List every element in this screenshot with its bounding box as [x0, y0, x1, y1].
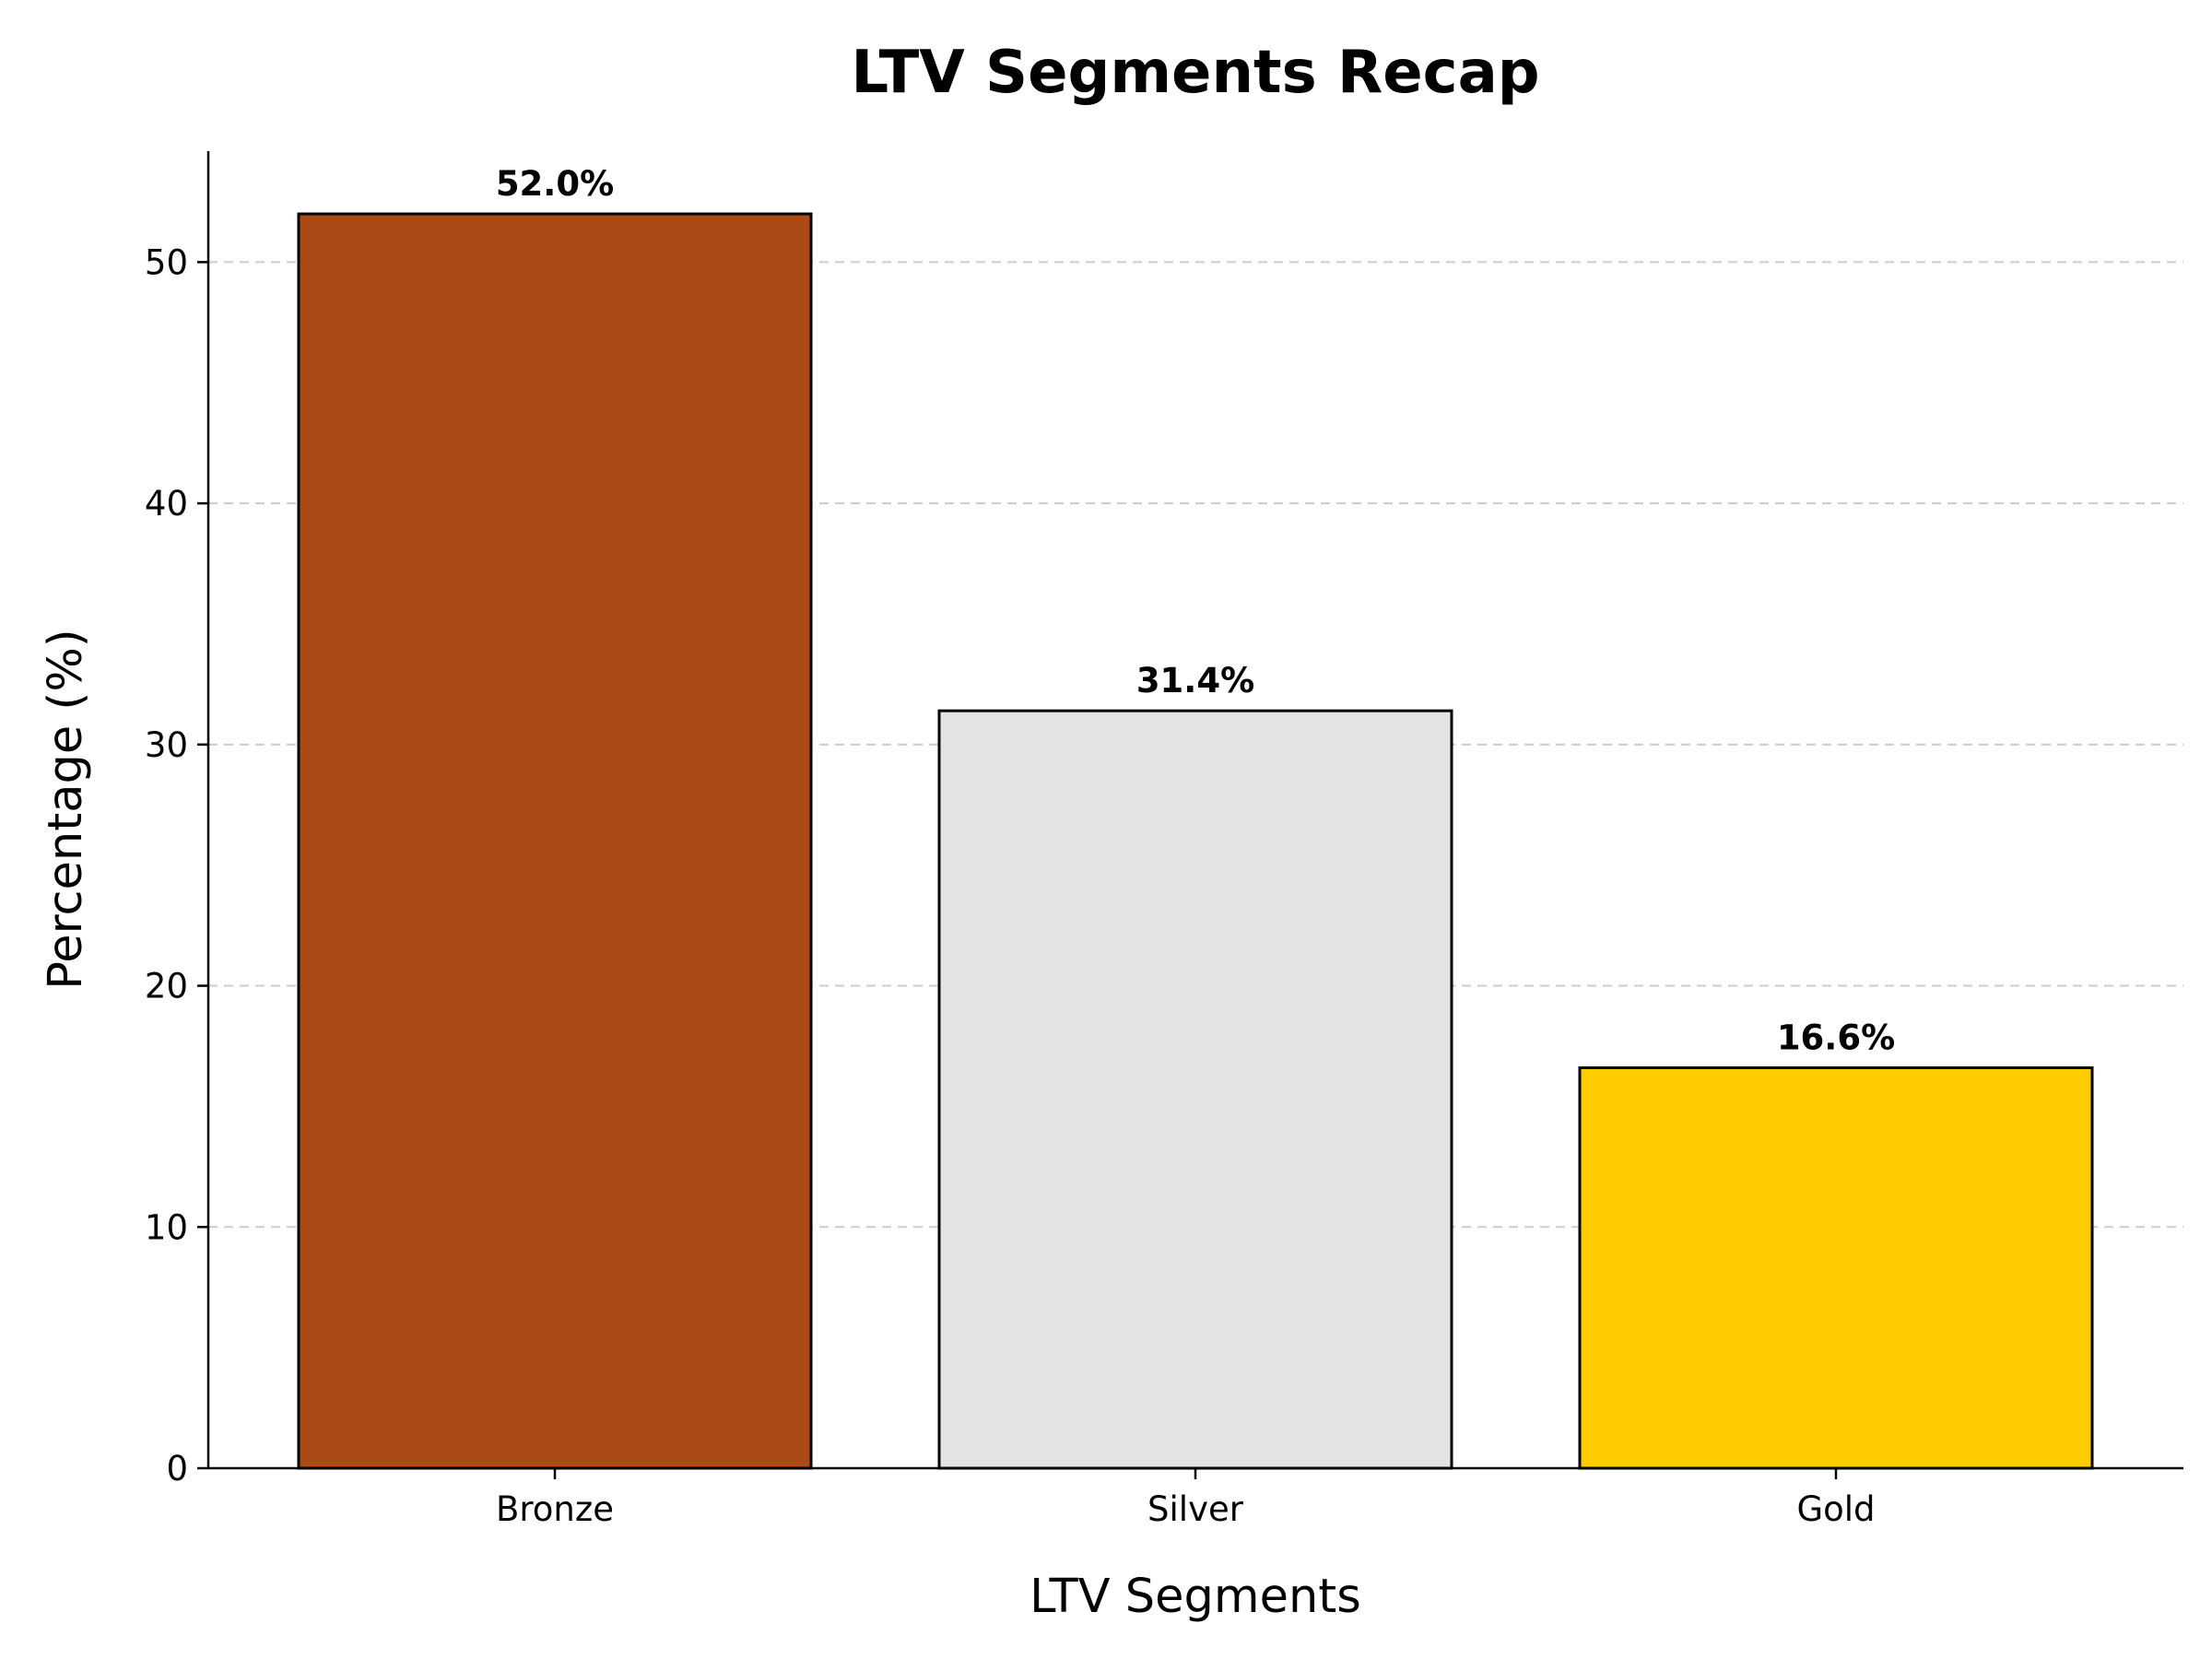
bar-value-label-gold: 16.6% [1777, 1018, 1895, 1058]
y-tick-label-0: 0 [166, 1449, 188, 1488]
bar-bronze [297, 212, 813, 1470]
x-tick-label-bronze: Bronze [496, 1489, 614, 1529]
y-axis-label: Percentage (%) [39, 629, 93, 989]
bar-value-labels: 52.0% 31.4% 16.6% [496, 164, 1895, 1057]
y-tick-label-10: 10 [145, 1207, 188, 1247]
bar-value-label-silver: 31.4% [1136, 661, 1254, 700]
y-tick-label-40: 40 [145, 484, 188, 524]
x-axis-label: LTV Segments [1030, 1570, 1361, 1624]
x-axis-ticks: Bronze Silver Gold [496, 1468, 1876, 1529]
bar-silver [937, 709, 1453, 1470]
chart-title: LTV Segments Recap [851, 39, 1539, 107]
bar-gold [1578, 1066, 2094, 1470]
x-tick-label-silver: Silver [1147, 1489, 1244, 1529]
y-tick-label-50: 50 [145, 242, 188, 282]
y-axis-ticks: 0 10 20 30 40 50 [145, 242, 208, 1488]
bars [297, 212, 2094, 1470]
x-tick-label-gold: Gold [1796, 1489, 1875, 1529]
bar-value-label-bronze: 52.0% [496, 164, 614, 204]
y-tick-label-30: 30 [145, 725, 188, 765]
y-tick-label-20: 20 [145, 967, 188, 1006]
